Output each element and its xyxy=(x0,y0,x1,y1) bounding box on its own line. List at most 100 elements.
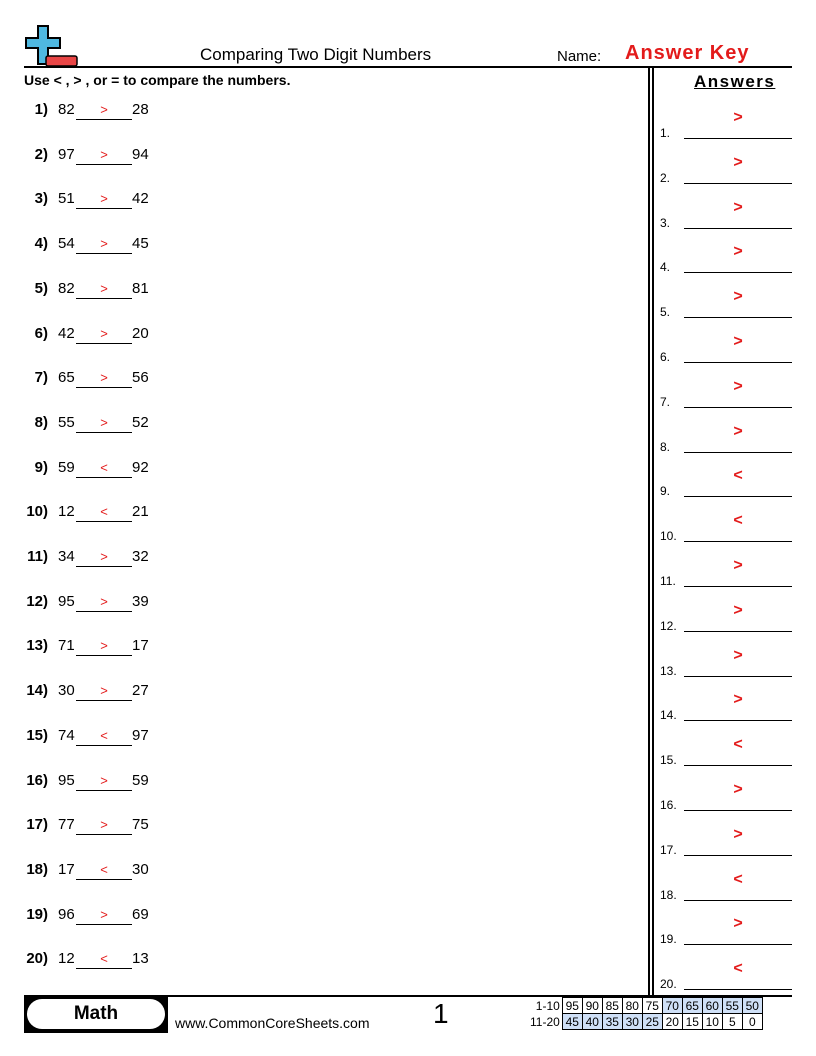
left-number: 54 xyxy=(58,235,75,253)
answers-heading: Answers xyxy=(694,72,776,91)
right-number: 21 xyxy=(132,503,149,521)
score-cell: 55 xyxy=(721,997,743,1014)
answer-item: 15. < xyxy=(660,736,792,768)
answer-number: 5. xyxy=(660,305,671,320)
answer-item: 11. > xyxy=(660,557,792,589)
score-cell: 85 xyxy=(601,997,623,1014)
answer-blank xyxy=(76,431,132,433)
logo-icon xyxy=(25,25,78,67)
comparison-symbol: > xyxy=(100,191,108,207)
right-number: 94 xyxy=(132,145,149,163)
problem-number: 14) xyxy=(26,682,48,700)
comparison-symbol: > xyxy=(100,370,108,386)
problem-number: 20) xyxy=(26,950,48,968)
answer-item: 1. > xyxy=(660,109,792,141)
score-cell: 45 xyxy=(561,1013,583,1030)
answer-line xyxy=(684,451,792,453)
comparison-symbol: > xyxy=(100,102,108,117)
right-number: 81 xyxy=(132,279,149,297)
comparison-symbol: < xyxy=(100,459,108,475)
instructions: Use < , > , or = to compare the numbers. xyxy=(24,72,291,88)
answer-blank xyxy=(76,700,132,702)
score-cell: 95 xyxy=(561,997,583,1014)
answer-item: 12. > xyxy=(660,602,792,634)
answer-item: 20. < xyxy=(660,960,792,992)
left-number: 97 xyxy=(58,145,75,163)
left-number: 77 xyxy=(58,816,75,834)
comparison-symbol: > xyxy=(100,236,108,252)
answer-item: 9. < xyxy=(660,467,792,499)
site-url: www.CommonCoreSheets.com xyxy=(175,1015,370,1031)
right-number: 17 xyxy=(132,637,149,655)
score-cell: 75 xyxy=(641,997,663,1014)
right-number: 28 xyxy=(132,101,149,118)
answer-symbol: > xyxy=(733,109,743,126)
right-number: 52 xyxy=(132,413,149,431)
comparison-symbol: < xyxy=(100,504,108,520)
answer-line xyxy=(684,227,792,229)
comparison-symbol: > xyxy=(100,146,108,162)
left-number: 71 xyxy=(58,637,75,655)
right-number: 32 xyxy=(132,548,149,565)
problem-number: 8) xyxy=(34,413,48,431)
right-number: 27 xyxy=(132,682,149,700)
comparison-symbol: > xyxy=(100,325,108,341)
column-divider xyxy=(648,68,650,996)
name-label: Name: xyxy=(557,48,602,65)
answer-symbol: > xyxy=(733,243,743,261)
answer-line xyxy=(684,541,792,543)
left-number: 30 xyxy=(58,682,75,700)
answer-blank xyxy=(76,119,132,120)
answer-blank xyxy=(76,476,132,478)
answer-symbol: < xyxy=(733,512,743,530)
answer-item: 4. > xyxy=(660,243,792,275)
comparison-symbol: > xyxy=(100,817,108,833)
subject-label: Math xyxy=(27,999,165,1029)
answer-blank xyxy=(76,566,132,567)
problem-number: 9) xyxy=(34,458,48,476)
answer-blank xyxy=(76,923,132,925)
score-cell: 0 xyxy=(741,1013,763,1030)
right-number: 13 xyxy=(132,950,149,968)
right-number: 30 xyxy=(132,860,149,878)
answer-item: 5. > xyxy=(660,288,792,320)
right-number: 20 xyxy=(132,324,149,342)
comparison-symbol: > xyxy=(100,683,108,699)
answer-line xyxy=(684,765,792,767)
left-number: 96 xyxy=(58,905,75,923)
answer-item: 14. > xyxy=(660,691,792,723)
left-number: 59 xyxy=(58,458,75,476)
problem-number: 6) xyxy=(34,324,48,342)
answer-number: 20. xyxy=(660,977,677,992)
score-cell: 40 xyxy=(581,1013,603,1030)
right-number: 59 xyxy=(132,771,149,789)
answer-number: 18. xyxy=(660,887,677,902)
answer-symbol: > xyxy=(733,557,743,574)
left-number: 95 xyxy=(58,592,75,610)
answer-symbol: > xyxy=(733,198,743,216)
problem-number: 3) xyxy=(34,190,48,208)
answer-number: 11. xyxy=(660,574,676,588)
answer-blank xyxy=(76,789,132,791)
left-number: 51 xyxy=(58,190,75,208)
left-number: 12 xyxy=(58,950,75,968)
answer-symbol: > xyxy=(733,781,743,798)
answer-number: 2. xyxy=(660,170,671,185)
answer-blank xyxy=(76,878,132,880)
left-number: 55 xyxy=(58,413,75,431)
answer-symbol: > xyxy=(733,601,743,619)
right-number: 92 xyxy=(132,458,149,476)
score-range-label: 1-10 xyxy=(535,998,560,1013)
name-value: Answer Key xyxy=(625,42,750,64)
answer-symbol: < xyxy=(733,467,743,485)
score-cell: 25 xyxy=(641,1013,663,1030)
answer-symbol: < xyxy=(733,870,743,888)
left-number: 74 xyxy=(58,726,75,744)
score-cell: 35 xyxy=(601,1013,623,1030)
score-range-label: 11-20 xyxy=(530,1014,560,1029)
answer-symbol: > xyxy=(733,377,743,395)
answer-number: 16. xyxy=(660,798,677,812)
answer-blank xyxy=(76,342,132,344)
answer-symbol: > xyxy=(733,422,743,440)
